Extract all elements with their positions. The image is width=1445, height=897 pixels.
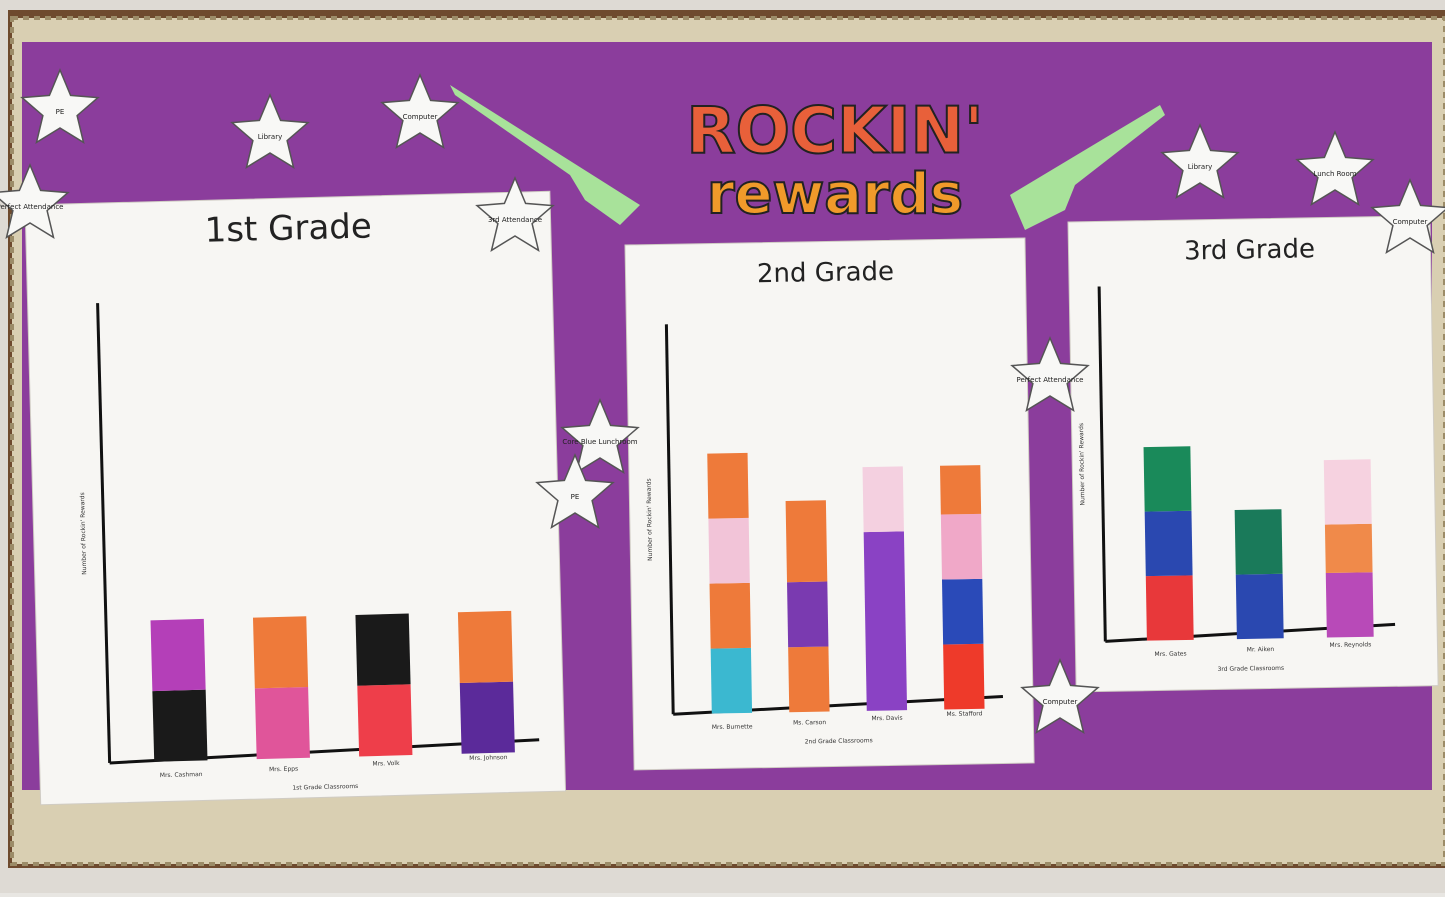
bar-segment <box>355 614 410 686</box>
star-label: Computer <box>1393 218 1428 226</box>
star-label: Perfect Attendance <box>1017 376 1084 384</box>
poster-chart: 3rd Grade Number of Rockin' Rewards 3rd Gr… <box>1068 216 1438 692</box>
x-tick-label: Ms. Stafford <box>946 710 982 718</box>
bar-segment <box>253 616 308 688</box>
bar-segment <box>152 690 207 762</box>
chart-title: 1st Grade <box>204 206 372 250</box>
board-subtitle: rewards <box>707 162 963 227</box>
bar-segment <box>255 687 310 759</box>
x-tick-label: Mrs. Reynolds <box>1329 641 1371 649</box>
bar-segment <box>710 583 751 649</box>
x-tick-label: Ms. Carson <box>793 719 826 727</box>
bar-segment <box>1145 511 1193 576</box>
y-axis-label: Number of Rockin' Rewards <box>1078 423 1086 506</box>
x-axis-label: 3rd Grade Classrooms <box>1218 665 1285 673</box>
bar-segment <box>787 582 828 648</box>
star-label: Perfect Attendance <box>0 203 63 211</box>
bar-segment <box>942 579 983 645</box>
bar-segment <box>708 518 749 584</box>
star-label: Lunch Room <box>1313 170 1356 178</box>
bar-segment <box>1236 574 1284 639</box>
bar-segment <box>1235 509 1283 574</box>
star-label: Computer <box>403 113 438 121</box>
board-title: ROCKIN' <box>686 95 983 169</box>
bar-segment <box>151 619 206 691</box>
star-label: Core Blue Lunchroom <box>562 438 637 446</box>
chart-title: 2nd Grade <box>757 257 895 289</box>
star-label: PE <box>56 108 65 116</box>
bar-segment <box>863 466 904 532</box>
poster-chart: 2nd Grade Number of Rockin' Rewards 2nd Gr… <box>625 238 1034 770</box>
x-tick-label: Mrs. Gates <box>1154 650 1186 658</box>
x-tick-label: Mrs. Burnette <box>712 723 753 731</box>
star-label: PE <box>571 493 580 501</box>
star-label: Library <box>1188 163 1212 171</box>
x-tick-label: Mrs. Cashman <box>160 771 203 779</box>
x-tick-label: Mr. Aiken <box>1247 646 1275 653</box>
bar-segment <box>943 644 984 710</box>
bar-segment <box>786 500 828 582</box>
page: ROCKIN' rewards 1st GradeNumber of Rocki… <box>0 0 1445 893</box>
bar-segment <box>788 647 829 713</box>
bar-segment <box>1326 572 1374 637</box>
star-label: Computer <box>1043 698 1078 706</box>
y-axis-label: Number of Rockin' Rewards <box>646 478 654 561</box>
bar-segment <box>1324 459 1372 524</box>
star-label: Library <box>258 133 282 141</box>
poster-chart: 1st GradeNumber of Rockin' Rewards1st Gr… <box>25 191 566 805</box>
chart-title: 3rd Grade <box>1184 234 1315 266</box>
bar-segment <box>941 514 982 580</box>
x-axis-label: 2nd Grade Classrooms <box>805 737 873 745</box>
bar-segment <box>1146 575 1194 640</box>
bar-segment <box>1144 446 1192 511</box>
x-tick-label: Mrs. Epps <box>269 766 298 774</box>
bar-segment <box>707 453 748 519</box>
bar-segment <box>458 611 513 683</box>
bar-segment <box>864 531 907 710</box>
bar-segment <box>357 684 412 756</box>
x-tick-label: Mrs. Johnson <box>469 754 508 762</box>
bar-segment <box>1325 524 1373 573</box>
bar-segment <box>460 682 515 754</box>
star-label: 3rd Attendance <box>488 216 542 224</box>
bulletin-board-photo: ROCKIN' rewards 1st GradeNumber of Rocki… <box>0 0 1445 893</box>
bar-segment <box>940 465 981 514</box>
x-tick-label: Mrs. Volk <box>372 760 400 768</box>
bar-segment <box>711 648 752 714</box>
x-tick-label: Mrs. Davis <box>871 715 902 723</box>
